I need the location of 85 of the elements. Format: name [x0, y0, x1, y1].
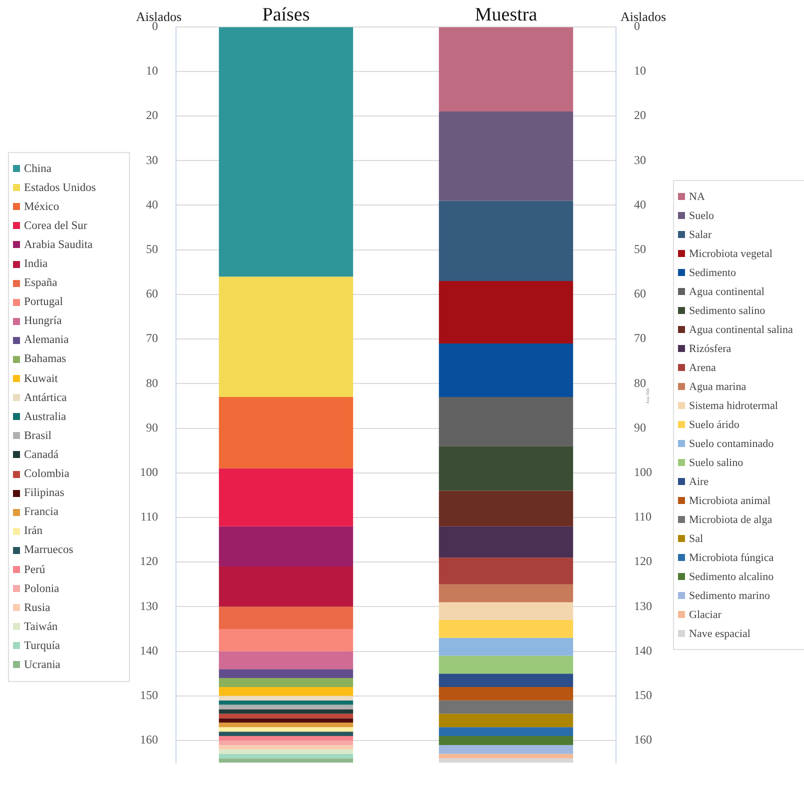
- legend-label: India: [24, 258, 48, 270]
- y-tick-label: 100: [140, 465, 158, 480]
- y-tick-label: 70: [146, 331, 158, 346]
- y2-tick-label: 110: [634, 510, 652, 524]
- legend-label: Ucrania: [24, 658, 60, 671]
- y2-tick-label: 40: [634, 197, 646, 212]
- legend-label: Suelo salino: [689, 456, 744, 468]
- legend-label: Polonia: [24, 582, 60, 595]
- legend-label: Microbiota fúngica: [689, 552, 774, 564]
- legend-label: Suelo árido: [689, 418, 740, 430]
- y-tick-label: 140: [140, 643, 158, 658]
- legend-label: Estados Unidos: [24, 182, 96, 194]
- legend-label: México: [24, 200, 60, 213]
- legend-label: Marruecos: [24, 544, 74, 556]
- legend-label: Irán: [24, 525, 43, 538]
- legend-label: Arena: [689, 362, 716, 374]
- legend-label: Sedimento alcalino: [689, 570, 774, 582]
- legend-label: Australia: [24, 410, 66, 423]
- legend-label: Hungría: [24, 315, 62, 328]
- legend-label: Sistema hidrotermal: [689, 400, 778, 412]
- legend-label: Colombia: [24, 468, 70, 480]
- y-tick-label: 110: [140, 510, 158, 524]
- y-tick-label: 120: [140, 554, 158, 568]
- legend-label: Bahamas: [24, 353, 66, 366]
- legend-label: Salar: [689, 228, 712, 240]
- legend-label: Aire: [689, 476, 709, 488]
- legend-label: Turquía: [24, 640, 60, 652]
- y-tick-label: 30: [146, 152, 158, 167]
- y2-tick-label: 70: [634, 331, 646, 346]
- legend-label: Alemania: [24, 334, 69, 346]
- legend-label: Agua marina: [689, 380, 746, 392]
- y-tick-label: 150: [140, 688, 158, 702]
- legend-label: Agua continental: [689, 286, 764, 298]
- legend-label: Brasil: [24, 430, 52, 442]
- y-tick-label: 10: [146, 64, 158, 78]
- legend-label: Nave espacial: [689, 628, 750, 640]
- y2-tick-label: 90: [634, 420, 646, 434]
- legend-label: Sal: [689, 532, 704, 544]
- legend-label: Sedimento: [689, 266, 736, 278]
- legend-label: Corea del Sur: [24, 220, 88, 232]
- y2-tick-label: 10: [634, 64, 646, 78]
- legend-label: Taiwán: [24, 620, 58, 633]
- legend-label: Rizósfera: [689, 342, 732, 354]
- y2-tick-label: 60: [634, 286, 646, 301]
- y-tick-label: 160: [140, 732, 158, 747]
- legend-label: China: [24, 162, 52, 175]
- y-tick-label: 80: [146, 376, 158, 390]
- y-tick-label: 90: [146, 420, 158, 434]
- y2-tick-label: 120: [634, 554, 652, 568]
- y-tick-label: 130: [140, 598, 158, 613]
- x-tick-label: Muestra: [474, 4, 538, 26]
- legend-label: Rusia: [24, 602, 50, 614]
- legend-label: Portugal: [24, 296, 63, 308]
- legend-label: Microbiota animal: [689, 494, 771, 506]
- y2-tick-label: 140: [634, 643, 652, 658]
- y2-tick-label: 160: [634, 732, 652, 747]
- legend-label: Glaciar: [689, 608, 722, 620]
- y-tick-label: 20: [146, 108, 158, 122]
- legend-label: Perú: [24, 564, 46, 576]
- y2-tick-label: 150: [634, 688, 652, 702]
- x-tick-label: Países: [262, 4, 310, 26]
- y2-tick-label: 100: [634, 465, 652, 480]
- legend-label: Sedimento marino: [689, 590, 770, 602]
- y2-tick-label: 50: [634, 242, 646, 256]
- legend-label: Arabia Saudita: [24, 238, 93, 251]
- y-tick-label: 40: [146, 197, 158, 212]
- legend-label: Filipinas: [24, 487, 64, 500]
- y2-tick-label: 130: [634, 598, 652, 613]
- legend-label: Antártica: [24, 392, 67, 404]
- y2-tick-label: 20: [634, 108, 646, 122]
- legend-label: España: [24, 277, 58, 290]
- legend-label: Agua continental salina: [689, 324, 793, 336]
- legend-label: NA: [689, 190, 705, 202]
- legend-label: Francia: [24, 506, 58, 518]
- legend-label: Microbiota vegetal: [689, 248, 772, 260]
- legend-label: Suelo contaminado: [689, 438, 774, 450]
- legend-label: Microbiota de alga: [689, 514, 772, 526]
- y2-tick-label: 30: [634, 152, 646, 167]
- legend-label: Kuwait: [24, 372, 58, 385]
- y-tick-label: 60: [146, 286, 158, 301]
- legend-label: Sedimento salino: [689, 304, 766, 316]
- legend-label: Canadá: [24, 448, 58, 461]
- y2-tick-label: 80: [634, 376, 646, 390]
- y-tick-label: 50: [146, 242, 158, 256]
- legend-label: Suelo: [689, 210, 714, 222]
